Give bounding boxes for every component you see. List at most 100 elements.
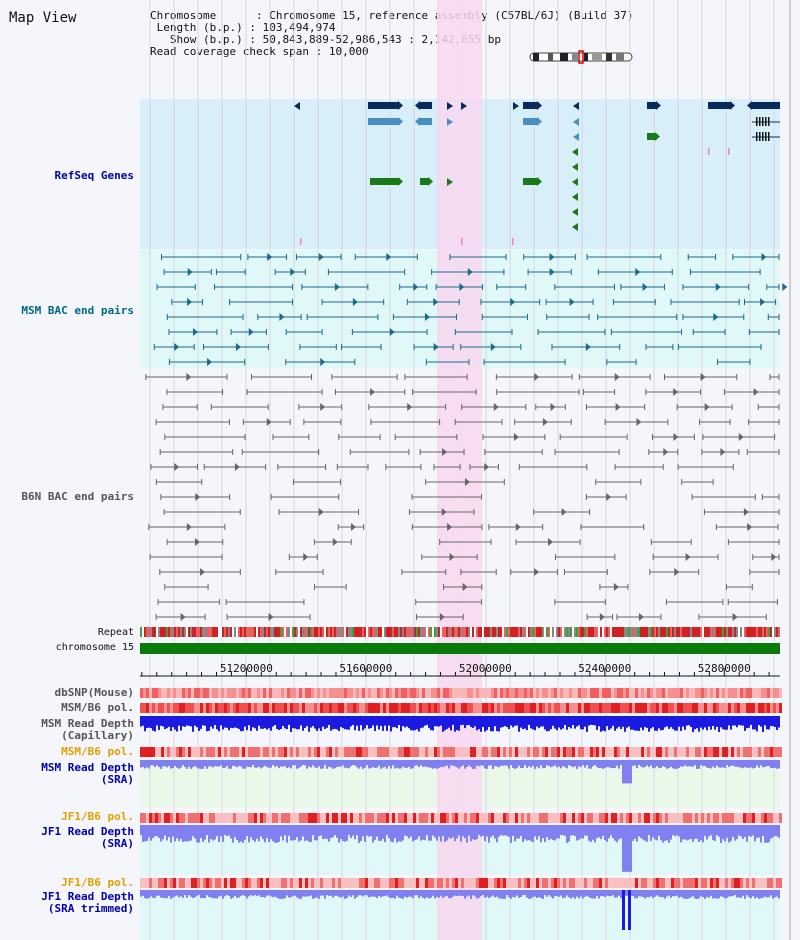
gene-marker-left[interactable] bbox=[572, 178, 578, 186]
gene-block[interactable] bbox=[523, 178, 537, 185]
track-label-msm-b6-pol-sra[interactable]: MSM/B6 pol. bbox=[61, 745, 134, 758]
track-label-b6n-bac[interactable]: B6N BAC end pairs bbox=[21, 490, 134, 503]
track-label-jf1-depth-1[interactable]: JF1 Read Depth (SRA) bbox=[41, 826, 134, 850]
gene-marker-right[interactable] bbox=[461, 102, 467, 110]
jf1-b6-pol-cell bbox=[461, 813, 464, 823]
track-label-msm-b6-pol[interactable]: MSM/B6 pol. bbox=[61, 701, 134, 714]
jf1-depth-sra-bar bbox=[212, 825, 214, 841]
jf1-depth-sra-bar bbox=[640, 825, 642, 839]
jf1-depth-trim-bar bbox=[282, 890, 284, 899]
gene-block[interactable] bbox=[368, 102, 398, 109]
track-label-chromosome[interactable]: chromosome 15 bbox=[55, 642, 134, 653]
dbsnp-cell bbox=[533, 688, 536, 698]
msm-b6-pol-sra-cell bbox=[581, 747, 584, 757]
track-label-refseq[interactable]: RefSeq Genes bbox=[54, 169, 134, 182]
gene-marker-left[interactable] bbox=[572, 193, 578, 201]
jf1-b6-pol-cell bbox=[683, 813, 686, 823]
jf1-depth-sra-bar bbox=[304, 825, 306, 841]
jf1-b6-pol-2-cell bbox=[281, 878, 284, 888]
gene-block[interactable] bbox=[752, 102, 780, 109]
depth-tracks[interactable] bbox=[140, 716, 780, 930]
chromosome-ideogram[interactable] bbox=[529, 50, 633, 64]
gene-block[interactable] bbox=[370, 178, 398, 185]
gene-marker-left[interactable] bbox=[573, 133, 579, 141]
jf1-depth-trim-bar bbox=[166, 890, 168, 899]
gene-marker-left[interactable] bbox=[572, 223, 578, 231]
jf1-depth-trim-bar bbox=[692, 890, 694, 897]
gene-marker-left[interactable] bbox=[572, 148, 578, 156]
msm-b6-pol-sra-cell bbox=[668, 747, 671, 757]
msm-depth-sra-bar bbox=[204, 760, 206, 767]
gene-marker-left[interactable] bbox=[573, 102, 579, 110]
jf1-depth-trim-bar bbox=[228, 890, 230, 896]
msm-depth-cap-bar bbox=[418, 716, 420, 732]
msm-b6-pol-sra-cell bbox=[662, 747, 665, 757]
gene-marker-left[interactable] bbox=[572, 208, 578, 216]
selection-highlight[interactable] bbox=[437, 0, 482, 940]
jf1-b6-pol-cell bbox=[365, 813, 368, 823]
track-label-jf1-b6-pol-1[interactable]: JF1/B6 pol. bbox=[61, 810, 134, 823]
gene-block[interactable] bbox=[420, 102, 432, 109]
gene-block[interactable] bbox=[647, 102, 656, 109]
bac-arrow bbox=[513, 433, 519, 441]
track-label-dbsnp[interactable]: dbSNP(Mouse) bbox=[54, 686, 134, 699]
gene-marker-left[interactable] bbox=[294, 102, 300, 110]
msm-depth-sra-bar bbox=[770, 760, 772, 769]
gene-marker-right[interactable] bbox=[513, 102, 519, 110]
track-label-msm-depth-cap[interactable]: MSM Read Depth (Capillary) bbox=[41, 718, 134, 742]
gene-block[interactable] bbox=[523, 118, 537, 125]
gene-marker-right[interactable] bbox=[447, 178, 453, 186]
gene-marker-right[interactable] bbox=[447, 118, 453, 126]
msm-depth-sra-bar bbox=[368, 760, 370, 769]
gene-block[interactable] bbox=[420, 118, 432, 125]
msm-b6-pol-sra-cell bbox=[482, 747, 485, 757]
jf1-depth-sra-bar bbox=[450, 825, 452, 839]
track-label-repeat[interactable]: Repeat bbox=[97, 627, 134, 638]
msm-depth-cap-bar bbox=[254, 716, 256, 729]
msm-bac-end-pairs-track[interactable] bbox=[153, 253, 788, 366]
gene-marker-left[interactable] bbox=[572, 163, 578, 171]
msm-depth-cap-bar bbox=[406, 716, 408, 727]
refseq-genes-track[interactable] bbox=[294, 101, 780, 245]
track-label-msm-bac[interactable]: MSM BAC end pairs bbox=[21, 304, 134, 317]
jf1-b6-pol-cell bbox=[584, 813, 587, 823]
msm-b6-pol-cell bbox=[731, 703, 734, 713]
bac-arrow bbox=[186, 523, 192, 531]
msm-depth-sra-bar bbox=[694, 760, 696, 766]
track-label-jf1-b6-pol-2[interactable]: JF1/B6 pol. bbox=[61, 876, 134, 889]
msm-b6-pol-cell bbox=[662, 703, 665, 713]
gene-marker-left[interactable] bbox=[573, 118, 579, 126]
gene-block[interactable] bbox=[647, 133, 655, 140]
msm-depth-sra-bar bbox=[362, 760, 364, 769]
msm-depth-cap-bar bbox=[776, 716, 778, 730]
dbsnp-cell bbox=[404, 688, 407, 698]
jf1-b6-pol-2-cell bbox=[338, 878, 341, 888]
repeat-track[interactable] bbox=[140, 627, 780, 637]
msm-depth-sra-bar bbox=[528, 760, 530, 767]
gene-block[interactable] bbox=[420, 178, 428, 185]
gene-marker-right[interactable] bbox=[447, 102, 453, 110]
dbsnp-cell bbox=[143, 688, 146, 698]
chromosome-bar[interactable] bbox=[140, 643, 780, 654]
gene-block[interactable] bbox=[523, 102, 537, 109]
gene-block[interactable] bbox=[708, 102, 730, 109]
jf1-b6-pol-cell bbox=[572, 813, 575, 823]
jf1-b6-pol-2-cell bbox=[161, 878, 164, 888]
msm-depth-sra-bar bbox=[600, 760, 602, 768]
jf1-depth-sra-bar bbox=[334, 825, 336, 836]
axis-tick-label: 52800000 bbox=[698, 662, 751, 675]
track-label-jf1-depth-2[interactable]: JF1 Read Depth (SRA trimmed) bbox=[41, 891, 134, 915]
msm-depth-sra-bar bbox=[544, 760, 546, 769]
jf1-depth-sra-bar bbox=[260, 825, 262, 837]
heat-tracks[interactable] bbox=[140, 688, 782, 888]
gene-block[interactable] bbox=[368, 118, 398, 125]
msm-depth-cap-bar bbox=[472, 716, 474, 728]
msm-depth-cap-bar bbox=[626, 716, 628, 728]
track-label-msm-depth-sra[interactable]: MSM Read Depth (SRA) bbox=[41, 762, 134, 786]
b6n-bac-end-pairs-track[interactable] bbox=[145, 373, 780, 621]
jf1-depth-trim-bar bbox=[672, 890, 674, 897]
msm-b6-pol-sra-cell bbox=[677, 747, 680, 757]
jf1-b6-pol-2-cell bbox=[605, 878, 608, 888]
repeat-block bbox=[384, 627, 386, 637]
